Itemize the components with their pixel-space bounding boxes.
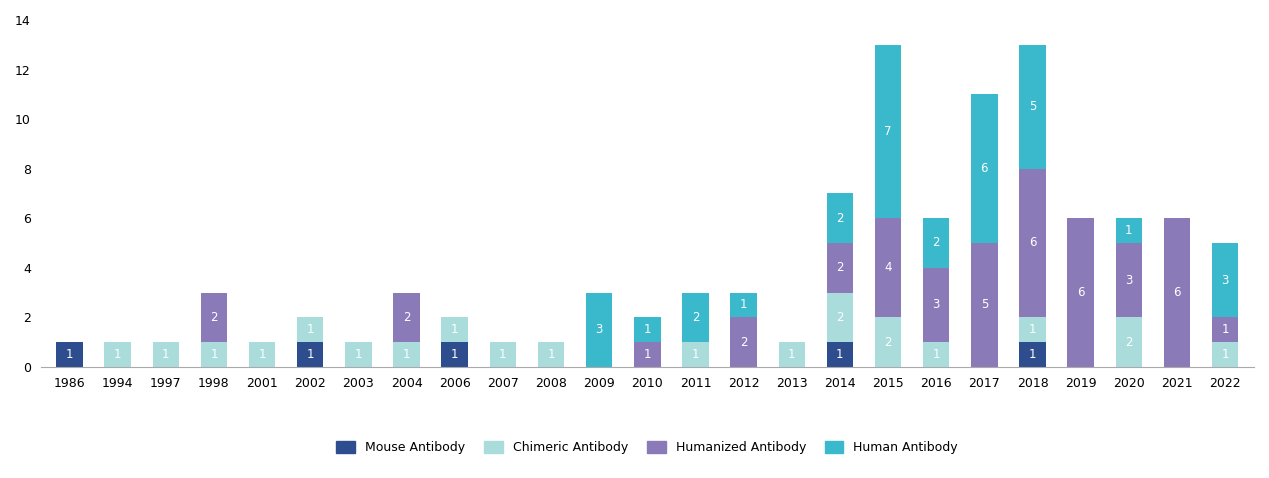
- Bar: [1212, 317, 1239, 342]
- Text: 2: 2: [836, 311, 844, 324]
- Bar: [923, 268, 949, 342]
- Text: 3: 3: [933, 298, 940, 312]
- Bar: [1019, 342, 1046, 367]
- Text: 1: 1: [788, 348, 796, 361]
- Bar: [634, 342, 661, 367]
- Bar: [1019, 45, 1046, 169]
- Text: 5: 5: [1029, 100, 1037, 113]
- Text: 1: 1: [1221, 323, 1228, 336]
- Bar: [731, 317, 756, 367]
- Bar: [104, 342, 131, 367]
- Bar: [1164, 218, 1190, 367]
- Text: 6: 6: [1174, 286, 1180, 299]
- Text: 1: 1: [259, 348, 265, 361]
- Bar: [826, 342, 853, 367]
- Bar: [442, 317, 468, 342]
- Bar: [683, 293, 708, 342]
- Bar: [1019, 317, 1046, 342]
- Bar: [490, 342, 516, 367]
- Bar: [971, 243, 997, 367]
- Bar: [249, 342, 275, 367]
- Bar: [826, 194, 853, 243]
- Bar: [874, 218, 901, 317]
- Bar: [874, 45, 901, 218]
- Text: 2: 2: [740, 336, 747, 348]
- Text: 1: 1: [933, 348, 940, 361]
- Bar: [826, 243, 853, 293]
- Bar: [778, 342, 805, 367]
- Bar: [1212, 243, 1239, 317]
- Text: 6: 6: [1029, 237, 1037, 250]
- Bar: [923, 342, 949, 367]
- Text: 1: 1: [692, 348, 699, 361]
- Text: 1: 1: [1029, 348, 1037, 361]
- Bar: [1115, 243, 1142, 317]
- Bar: [731, 293, 756, 317]
- Text: 2: 2: [836, 212, 844, 225]
- Bar: [442, 342, 468, 367]
- Bar: [297, 317, 324, 342]
- Text: 1: 1: [450, 348, 458, 361]
- Bar: [297, 342, 324, 367]
- Text: 4: 4: [884, 261, 892, 274]
- Text: 1: 1: [1029, 323, 1037, 336]
- Text: 1: 1: [740, 298, 747, 312]
- Text: 1: 1: [1221, 348, 1228, 361]
- Text: 7: 7: [884, 125, 892, 138]
- Text: 1: 1: [836, 348, 844, 361]
- Text: 2: 2: [402, 311, 410, 324]
- Text: 1: 1: [66, 348, 74, 361]
- Text: 3: 3: [1126, 274, 1132, 287]
- Bar: [201, 342, 227, 367]
- Bar: [201, 293, 227, 342]
- Bar: [56, 342, 82, 367]
- Text: 1: 1: [402, 348, 410, 361]
- Text: 2: 2: [1126, 336, 1132, 348]
- Text: 2: 2: [836, 261, 844, 274]
- Text: 5: 5: [981, 298, 989, 312]
- Text: 1: 1: [547, 348, 555, 361]
- Bar: [152, 342, 179, 367]
- Bar: [345, 342, 372, 367]
- Bar: [634, 317, 661, 342]
- Bar: [971, 94, 997, 243]
- Bar: [826, 293, 853, 342]
- Text: 3: 3: [1222, 274, 1228, 287]
- Bar: [393, 293, 420, 342]
- Text: 6: 6: [1077, 286, 1085, 299]
- Bar: [393, 342, 420, 367]
- Text: 2: 2: [884, 336, 892, 348]
- Text: 1: 1: [354, 348, 362, 361]
- Text: 1: 1: [307, 348, 313, 361]
- Text: 1: 1: [114, 348, 122, 361]
- Text: 1: 1: [1126, 224, 1132, 237]
- Text: 1: 1: [450, 323, 458, 336]
- Text: 6: 6: [981, 162, 989, 175]
- Text: 1: 1: [643, 348, 651, 361]
- Text: 2: 2: [211, 311, 218, 324]
- Bar: [1115, 218, 1142, 243]
- Text: 1: 1: [643, 323, 651, 336]
- Text: 2: 2: [933, 237, 940, 250]
- Text: 1: 1: [499, 348, 506, 361]
- Bar: [874, 317, 901, 367]
- Text: 1: 1: [307, 323, 313, 336]
- Text: 1: 1: [162, 348, 170, 361]
- Bar: [1212, 342, 1239, 367]
- Bar: [683, 342, 708, 367]
- Bar: [923, 218, 949, 268]
- Bar: [1019, 169, 1046, 317]
- Legend: Mouse Antibody, Chimeric Antibody, Humanized Antibody, Human Antibody: Mouse Antibody, Chimeric Antibody, Human…: [331, 435, 963, 459]
- Text: 1: 1: [211, 348, 218, 361]
- Bar: [538, 342, 565, 367]
- Bar: [1115, 317, 1142, 367]
- Bar: [1067, 218, 1094, 367]
- Text: 2: 2: [692, 311, 699, 324]
- Text: 3: 3: [595, 323, 603, 336]
- Bar: [586, 293, 613, 367]
